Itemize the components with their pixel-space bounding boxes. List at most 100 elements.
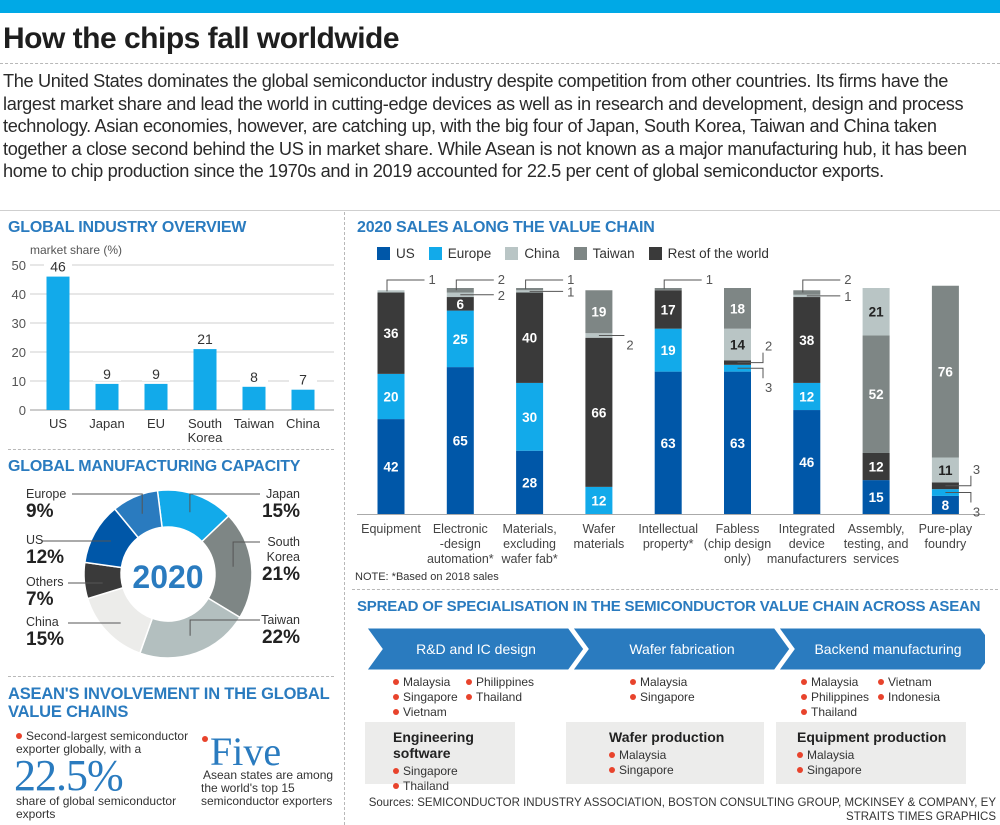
bar-value-label: 8 — [250, 369, 258, 385]
asean-stat2-text: Asean states are among the world's top 1… — [201, 769, 333, 808]
value-chain-stacked-chart: 4220361Equipment6525622Electronic-design… — [357, 272, 985, 566]
country-item: Thailand — [393, 779, 515, 794]
stack-segment — [654, 328, 682, 372]
x-tick-label: US — [49, 416, 67, 431]
stack-segment — [654, 371, 682, 514]
asean-stat1-tail: share of global semiconductor exports — [16, 795, 176, 821]
stack-segment — [585, 290, 613, 334]
box-title: Equipment production — [797, 729, 947, 745]
label-bg — [240, 367, 268, 384]
bullet-icon — [393, 708, 399, 715]
stack-segment — [446, 292, 474, 298]
label-bg — [191, 330, 219, 347]
x-tick-label: Korea — [188, 430, 223, 445]
stack-segment — [516, 450, 544, 514]
category-label: property* — [643, 537, 694, 551]
slice-value: 15% — [262, 501, 300, 522]
box-country-list: Singapore Thailand — [393, 764, 515, 794]
legend-label: Europe — [447, 246, 492, 261]
country-item: Singapore — [393, 764, 515, 779]
bullet-icon — [16, 732, 22, 739]
callout-label: 3 — [973, 462, 980, 477]
country-item: Malaysia — [801, 675, 869, 690]
category-label: Integrated — [779, 522, 835, 536]
legend-swatch-europe — [428, 247, 442, 260]
stack-segment — [516, 382, 544, 451]
category-label: -design — [440, 537, 481, 551]
slice-label: Others — [26, 575, 64, 589]
stack-segment — [931, 285, 959, 458]
bar — [193, 349, 217, 410]
bullet-icon — [393, 767, 399, 774]
callout-label: 1 — [429, 272, 436, 287]
box-country-list: Malaysia Singapore — [609, 748, 764, 778]
category-label: Intellectual — [638, 522, 698, 536]
bar-value-label: 9 — [103, 366, 111, 382]
box-title: Engineering software — [393, 729, 474, 761]
segment-value-label: 66 — [591, 405, 607, 420]
country-item: Singapore — [797, 763, 966, 778]
callout-label: 3 — [973, 505, 980, 520]
legend-swatch-us — [377, 247, 390, 260]
stat1-lead-line1: Second-largest semiconductor — [26, 729, 189, 743]
title-divider — [0, 63, 1000, 64]
segment-value-label: 19 — [591, 305, 606, 320]
overview-title: GLOBAL INDUSTRY OVERVIEW — [8, 219, 247, 236]
segment-value-label: 11 — [938, 463, 953, 478]
callout-label: 1 — [567, 284, 574, 299]
callout-line — [737, 352, 764, 364]
stage-country-list: Malaysia Philippines Thailand — [801, 675, 869, 720]
stack-segment — [585, 337, 613, 487]
category-label: Assembly, — [848, 522, 905, 536]
country-item: Philippines — [801, 690, 869, 705]
stack-segment — [377, 373, 405, 420]
segment-value-label: 18 — [730, 301, 746, 316]
y-tick-label: 20 — [12, 345, 26, 360]
slice-label: Europe — [26, 487, 66, 501]
stack-segment — [516, 290, 544, 293]
category-label: Pure-play — [919, 522, 973, 536]
stat1-tail-line1: share of global semiconductor — [16, 794, 177, 808]
capacity-donut-chart: Japan15%SouthKorea21%Taiwan22%China15%Ot… — [26, 487, 300, 659]
country-item: Malaysia — [797, 748, 966, 763]
value-chain-stages: R&D and IC design Wafer fabrication Backen… — [365, 627, 985, 671]
stack-segment — [931, 495, 959, 514]
stack-segment — [654, 288, 682, 291]
country-item: Malaysia — [393, 675, 458, 690]
slice-label: China — [26, 615, 59, 629]
stage-chevron — [775, 627, 985, 671]
stack-segment — [724, 328, 751, 361]
callout-label: 2 — [844, 272, 851, 287]
callout-line — [663, 279, 702, 290]
category-label: (chip design — [704, 537, 771, 551]
segment-value-label: 52 — [869, 387, 884, 402]
category-label: device — [789, 537, 825, 551]
stack-segment — [724, 371, 751, 514]
stat1-lead-line2: exporter globally, with a — [16, 742, 142, 756]
segment-value-label: 12 — [799, 389, 814, 404]
callout-line — [802, 279, 841, 293]
country-item: Malaysia — [609, 748, 764, 763]
bullet-icon — [202, 736, 208, 742]
y-tick-label: 40 — [12, 287, 26, 302]
country-item: Singapore — [609, 763, 764, 778]
segment-value-label: 40 — [522, 331, 537, 346]
stage-country-list: Malaysia Singapore — [630, 675, 695, 705]
segment-value-label: 63 — [730, 436, 746, 451]
country-item: Philippines — [466, 675, 534, 690]
segment-value-label: 20 — [383, 389, 398, 404]
legend-item-rest: Rest of the world — [648, 246, 769, 261]
leader-line — [72, 493, 143, 514]
segment-value-label: 12 — [591, 493, 606, 508]
bar-value-label: 9 — [152, 366, 160, 382]
slice-label: South — [267, 535, 300, 549]
donut-slice — [86, 586, 154, 655]
specialisation-box: Engineering software Singapore Thailand — [365, 722, 515, 793]
segment-value-label: 76 — [938, 365, 954, 380]
callout-line — [945, 492, 972, 503]
segment-value-label: 30 — [522, 410, 537, 425]
stack-segment — [793, 382, 821, 411]
bullet-icon — [801, 708, 807, 715]
stack-segment — [446, 367, 474, 514]
stack-segment — [516, 292, 544, 383]
